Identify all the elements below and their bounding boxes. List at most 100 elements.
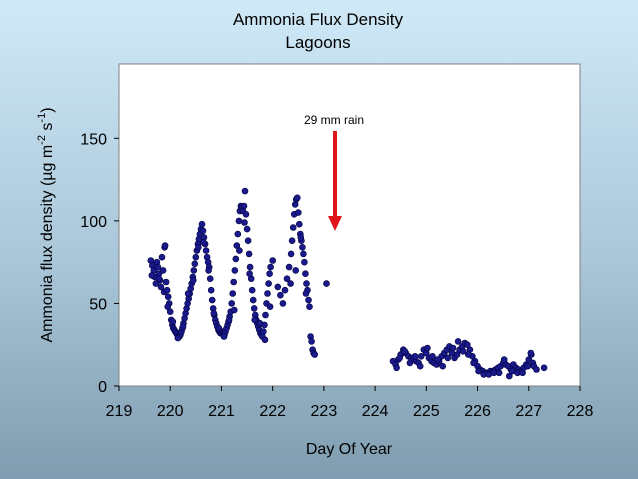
data-point bbox=[163, 286, 171, 294]
data-point bbox=[311, 351, 319, 358]
y-axis-title-exp1: -2 bbox=[36, 135, 48, 145]
data-point bbox=[169, 318, 177, 325]
plot-area bbox=[118, 63, 581, 387]
data-point bbox=[235, 217, 243, 225]
data-point bbox=[323, 280, 330, 287]
data-point bbox=[267, 263, 274, 271]
x-axis-title: Day Of Year bbox=[306, 441, 393, 458]
y-tick-label: 100 bbox=[80, 214, 107, 231]
data-point bbox=[249, 296, 257, 304]
data-point bbox=[195, 244, 202, 251]
data-point bbox=[459, 347, 467, 355]
data-point bbox=[228, 300, 235, 307]
data-point bbox=[148, 272, 156, 279]
data-point bbox=[396, 354, 404, 362]
data-point bbox=[234, 230, 242, 238]
data-point bbox=[454, 338, 462, 345]
data-point bbox=[434, 356, 441, 363]
data-point bbox=[266, 270, 273, 278]
data-point bbox=[393, 364, 400, 372]
data-point bbox=[306, 303, 313, 311]
data-point bbox=[207, 286, 215, 294]
data-point bbox=[265, 280, 272, 287]
data-point bbox=[401, 347, 409, 355]
chart-subtitle: Lagoons bbox=[285, 33, 350, 52]
x-tick-label: 221 bbox=[208, 403, 235, 420]
data-point bbox=[308, 338, 315, 345]
data-point bbox=[242, 211, 250, 218]
data-point bbox=[524, 362, 532, 370]
data-point bbox=[246, 270, 253, 278]
data-point bbox=[297, 234, 305, 241]
x-tick-label: 228 bbox=[567, 403, 594, 420]
data-point bbox=[295, 220, 303, 228]
data-point bbox=[305, 296, 312, 304]
data-point bbox=[192, 253, 200, 261]
data-point bbox=[190, 267, 198, 274]
x-tick-label: 223 bbox=[311, 403, 338, 420]
rain-annotation: 29 mm rain bbox=[304, 113, 364, 231]
data-point bbox=[269, 257, 277, 264]
data-point bbox=[540, 364, 548, 372]
data-point bbox=[470, 359, 477, 367]
data-point bbox=[519, 369, 526, 377]
data-point bbox=[190, 276, 197, 284]
data-point bbox=[449, 344, 457, 352]
data-point bbox=[424, 344, 431, 352]
data-point bbox=[184, 290, 192, 297]
data-point bbox=[215, 324, 223, 332]
x-axis: 219 220 221 222 223 224 225 226 227 228 bbox=[106, 386, 594, 420]
y-axis: 0 50 100 150 bbox=[80, 131, 119, 396]
data-point bbox=[206, 275, 214, 283]
y-tick-label: 50 bbox=[89, 296, 107, 313]
data-point bbox=[164, 303, 171, 311]
data-point bbox=[289, 224, 297, 231]
data-point bbox=[262, 311, 269, 319]
data-point bbox=[225, 316, 233, 324]
data-point bbox=[191, 260, 199, 268]
data-point bbox=[243, 225, 251, 233]
data-point bbox=[292, 267, 300, 274]
data-point bbox=[245, 250, 253, 258]
data-point bbox=[294, 209, 302, 216]
y-axis-title: Ammonia flux density (µg m-2 s-1) bbox=[36, 107, 56, 342]
rain-annotation-label: 29 mm rain bbox=[304, 113, 364, 127]
y-axis-title-close: ) bbox=[39, 107, 56, 112]
data-point bbox=[232, 255, 240, 263]
data-point bbox=[264, 290, 271, 297]
data-point bbox=[274, 283, 282, 291]
data-point bbox=[199, 227, 207, 235]
data-point bbox=[230, 278, 237, 286]
data-point bbox=[256, 319, 264, 327]
data-point bbox=[157, 283, 165, 291]
data-point bbox=[303, 280, 310, 287]
rain-arrow-head bbox=[328, 216, 342, 231]
data-point bbox=[154, 263, 162, 271]
data-point bbox=[281, 286, 289, 294]
data-point bbox=[300, 250, 307, 258]
x-tick-label: 225 bbox=[413, 403, 440, 420]
data-point bbox=[210, 309, 218, 317]
data-point bbox=[533, 366, 540, 373]
data-point bbox=[411, 352, 419, 360]
data-point bbox=[159, 267, 167, 274]
y-axis-title-main: Ammonia flux density (µg m bbox=[39, 145, 56, 343]
data-point bbox=[302, 290, 310, 297]
data-point bbox=[202, 247, 210, 254]
data-point bbox=[406, 359, 414, 367]
data-point bbox=[231, 306, 238, 314]
data-point bbox=[246, 263, 254, 271]
data-point bbox=[527, 349, 535, 357]
data-point bbox=[198, 220, 206, 228]
data-point bbox=[279, 300, 287, 307]
data-point bbox=[158, 253, 166, 261]
data-point bbox=[288, 237, 296, 244]
data-point bbox=[500, 356, 508, 363]
data-point bbox=[251, 316, 258, 324]
data-point bbox=[302, 270, 309, 278]
x-tick-label: 219 bbox=[106, 403, 133, 420]
x-tick-label: 227 bbox=[515, 403, 542, 420]
data-point bbox=[444, 354, 452, 362]
data-point bbox=[164, 293, 172, 301]
